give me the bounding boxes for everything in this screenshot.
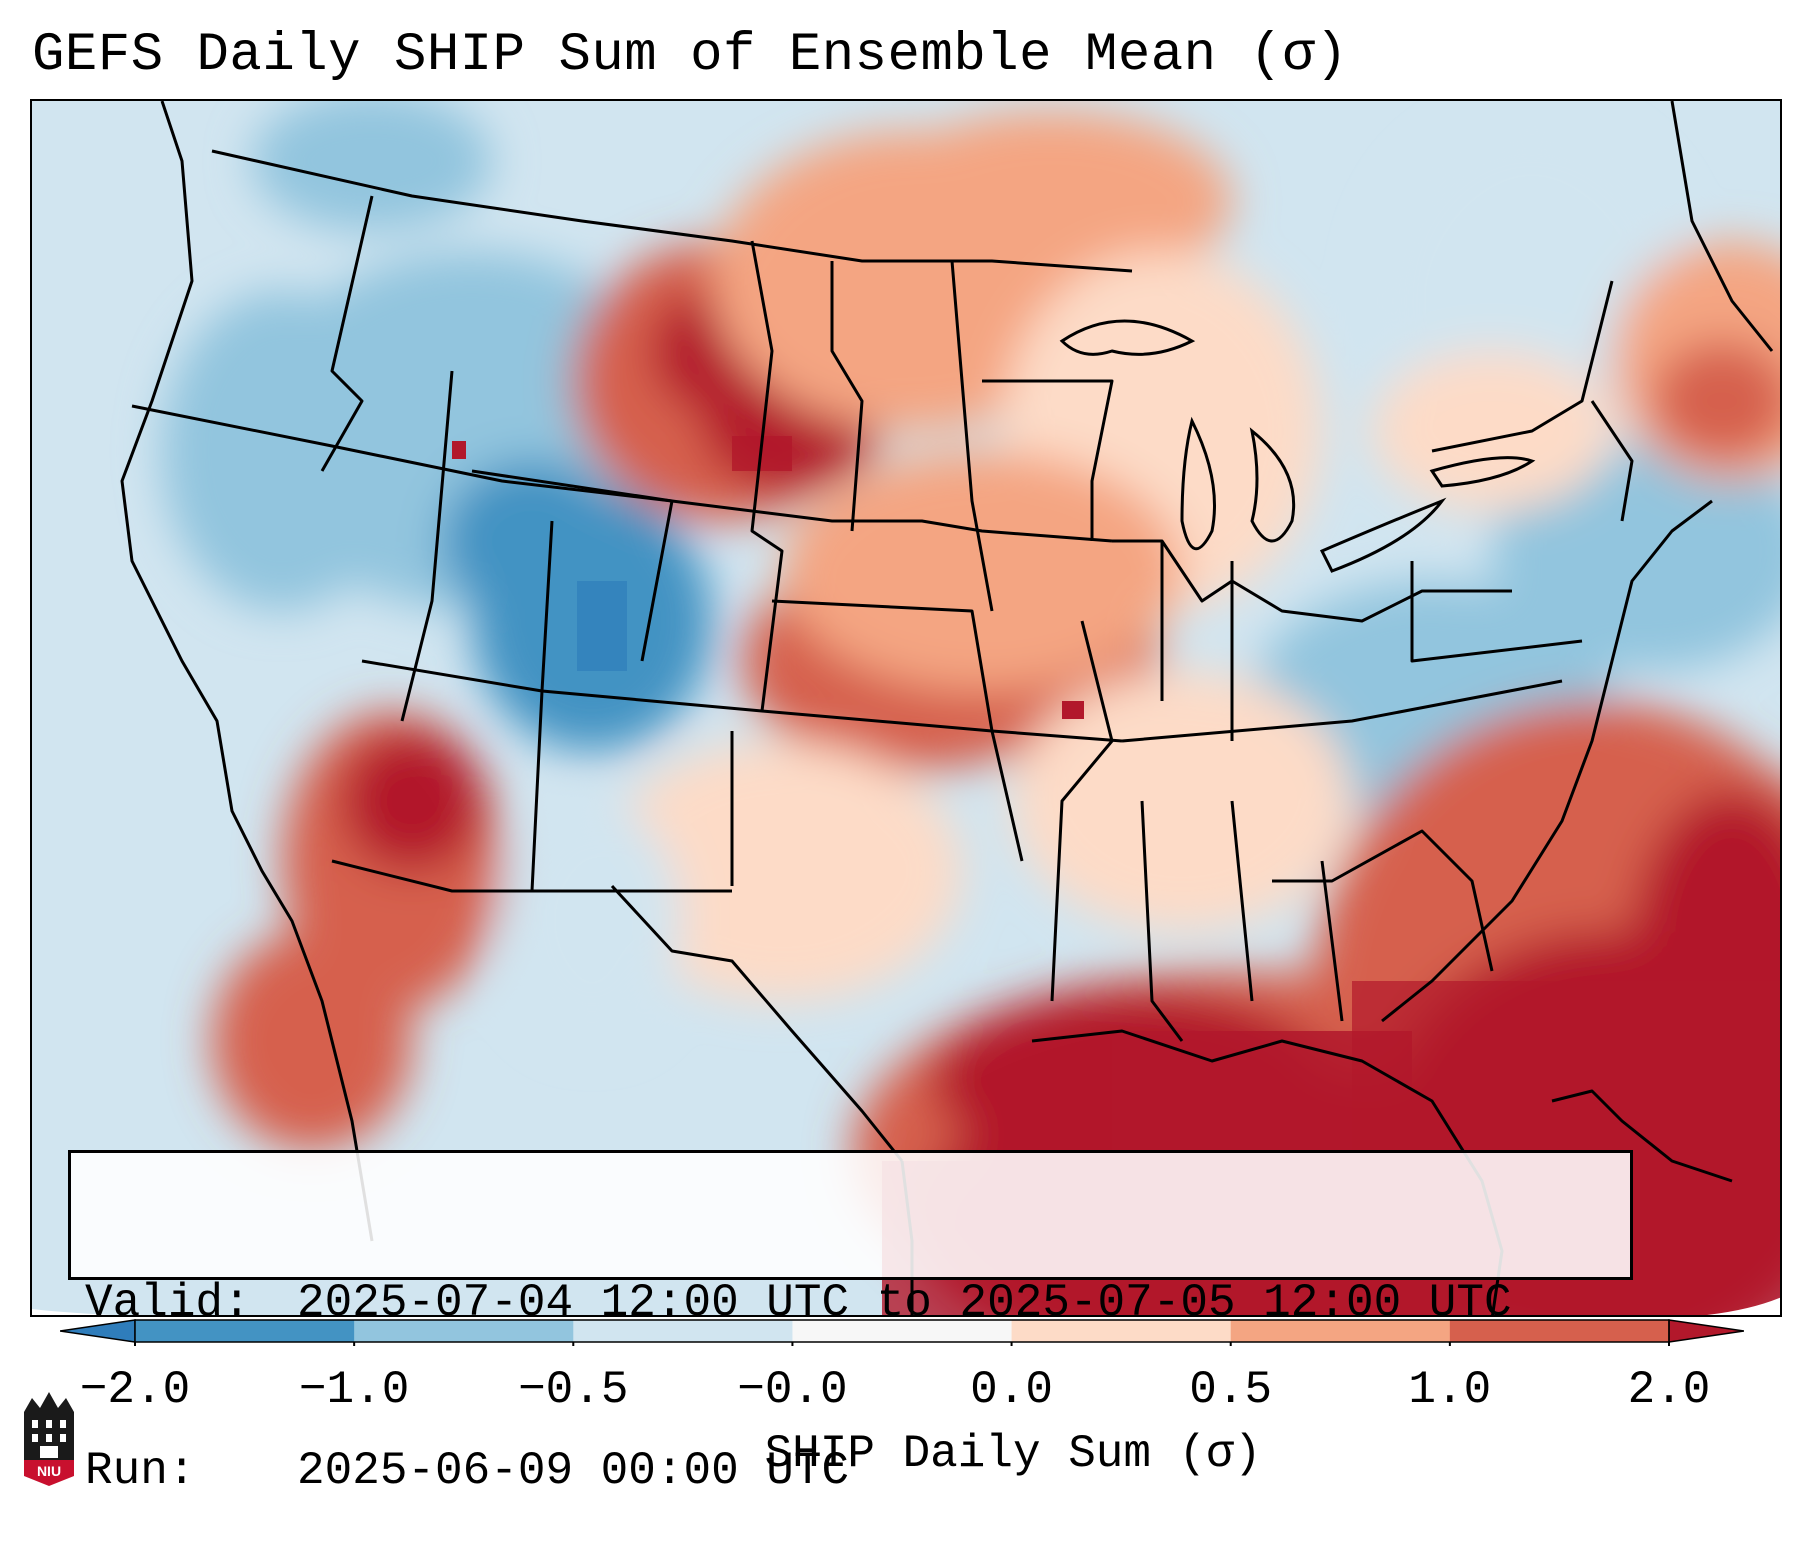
colorbar-bin xyxy=(1011,1320,1232,1342)
colorbar-bin xyxy=(792,1320,1013,1342)
run-label: Run: xyxy=(85,1445,196,1497)
map-title: GEFS Daily SHIP Sum of Ensemble Mean (σ) xyxy=(32,25,1349,86)
colorbar-tick-label: 0.5 xyxy=(1189,1364,1273,1416)
colorbar-tick-label: −0.0 xyxy=(737,1364,848,1416)
great-lakes-outline xyxy=(1059,319,1536,573)
colorbar-tick-label: 0.0 xyxy=(970,1364,1053,1416)
colorbar-bin xyxy=(573,1320,793,1342)
colorbar-tick-label: −1.0 xyxy=(298,1364,410,1416)
colorbar-label: SHIP Daily Sum (σ) xyxy=(764,1428,1262,1480)
run-value: 2025-06-09 00:00 UTC xyxy=(297,1445,850,1497)
niu-logo-text: NIU xyxy=(37,1463,61,1479)
colorbar-tick-label: −0.5 xyxy=(518,1364,629,1416)
map-panel xyxy=(30,99,1782,1317)
colorbar-bin xyxy=(1230,1320,1451,1342)
colorbar-bin xyxy=(1449,1320,1670,1342)
valid-run-info-box: Valid: 2025-07-04 12:00 UTC to 2025-07-0… xyxy=(68,1150,1633,1497)
state-borders xyxy=(120,101,1774,1315)
colorbar-extend-high xyxy=(1668,1319,1744,1343)
colorbar-tick-label: −2.0 xyxy=(79,1364,191,1416)
colorbar xyxy=(60,1319,1744,1346)
colorbar-tick-label: 1.0 xyxy=(1408,1364,1492,1416)
colorbar-tick-label: 2.0 xyxy=(1627,1364,1711,1416)
colorbar-bin xyxy=(354,1320,574,1342)
map-canvas xyxy=(32,101,1780,1315)
colorbar-extend-low xyxy=(60,1319,136,1343)
colorbar-bin xyxy=(135,1320,355,1342)
niu-logo-icon: NIU xyxy=(24,1392,74,1486)
colorbar-outline xyxy=(134,1319,1670,1343)
